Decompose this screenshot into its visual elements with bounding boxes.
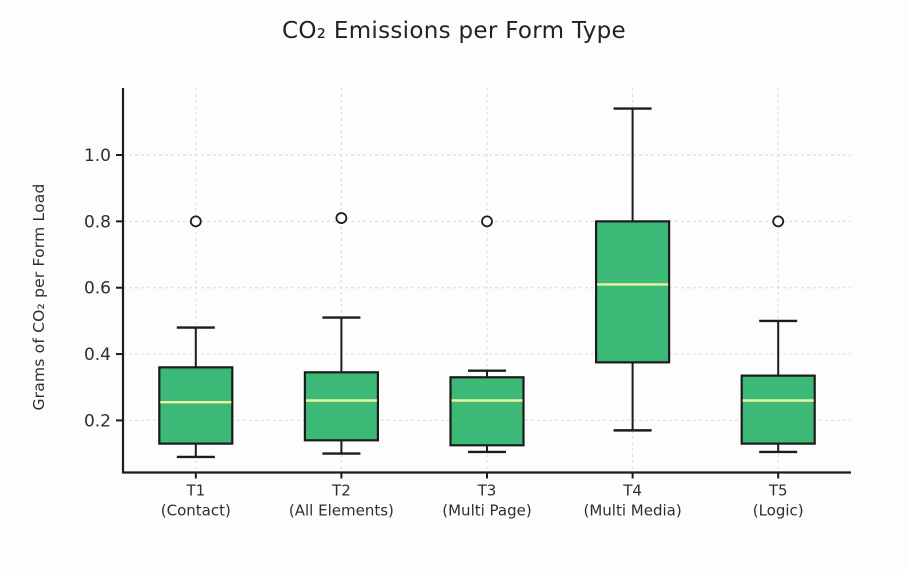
outlier-point-t2	[335, 212, 348, 224]
y-tick-label: 0.2	[84, 411, 111, 431]
y-tick-label: 0.4	[84, 345, 111, 365]
y-tick-label: 0.8	[84, 212, 111, 232]
x-tick-sublabel-t1: (Contact)	[161, 502, 231, 520]
x-tick-sublabel-t4: (Multi Media)	[583, 502, 681, 520]
x-tick-label-t2: T2	[331, 482, 351, 500]
outlier-point-t3	[481, 215, 493, 228]
x-tick-label-t3: T3	[477, 482, 497, 500]
x-tick-sublabel-t2: (All Elements)	[289, 502, 394, 520]
box-t1	[158, 366, 234, 445]
chart-title: CO₂ Emissions per Form Type	[281, 18, 626, 44]
x-tick-label-t1: T1	[185, 482, 205, 500]
box-t5	[740, 374, 816, 445]
x-tick-sublabel-t5: (Logic)	[753, 502, 804, 520]
x-tick-label-t5: T5	[768, 482, 788, 500]
box-t4	[594, 220, 671, 364]
y-tick-label: 1.0	[84, 146, 111, 166]
outlier-point-t5	[772, 215, 785, 228]
box-t2	[303, 371, 379, 442]
outlier-point-t1	[189, 215, 202, 228]
box-t3	[449, 376, 525, 447]
y-tick-label: 0.6	[84, 279, 111, 299]
x-tick-sublabel-t3: (Multi Page)	[442, 502, 531, 520]
x-tick-label-t4: T4	[622, 482, 642, 500]
